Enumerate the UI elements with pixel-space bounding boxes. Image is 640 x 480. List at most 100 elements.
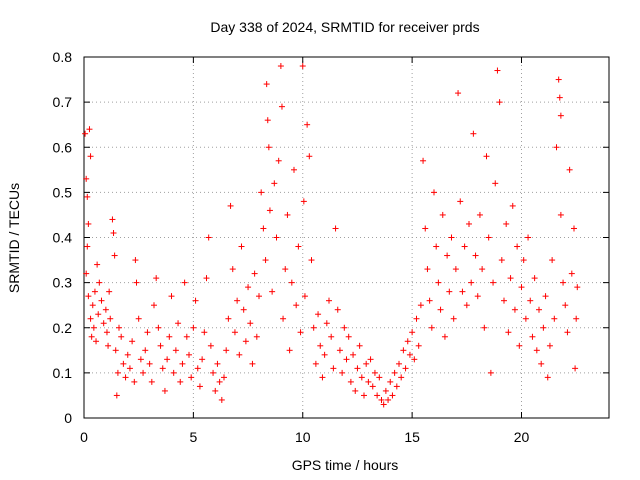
data-point [256,293,262,300]
y-tick-label: 0.6 [53,139,73,155]
data-point [269,288,276,295]
data-point [122,374,129,381]
y-tick-label: 0 [64,410,72,426]
data-point [140,369,147,376]
data-point [457,198,464,205]
data-point [315,311,322,318]
data-point [304,121,311,128]
data-point [365,378,372,385]
data-point [93,338,100,345]
data-point [566,166,573,173]
data-point [240,306,247,313]
data-point [153,275,160,282]
data-point [317,342,324,349]
data-point [102,306,109,313]
data-point [278,103,285,110]
data-point [265,144,272,151]
data-point [135,315,142,322]
data-point [522,315,529,322]
data-point [420,157,427,164]
data-point [288,279,295,286]
data-point [114,369,121,376]
x-tick-label: 5 [189,429,197,445]
data-point [212,387,219,394]
data-point [540,324,547,331]
data-point [321,351,328,358]
data-point [562,302,569,309]
data-point [339,369,346,376]
data-point [389,392,396,399]
data-point [546,342,553,349]
data-point [249,360,256,367]
data-point [181,279,188,286]
data-point [251,270,258,277]
data-point [144,329,151,336]
data-point [551,315,558,322]
data-point [396,360,402,367]
x-tick-label: 20 [514,429,530,445]
y-tick-label: 0.4 [53,230,73,246]
data-point [330,365,337,372]
data-point [433,243,440,250]
data-point [273,234,280,241]
data-point [323,320,330,327]
data-point [358,374,365,381]
data-point [492,180,499,187]
data-point [466,220,472,227]
data-point [505,329,512,336]
data-point [118,333,125,340]
data-point [113,392,120,399]
data-point [527,297,534,304]
data-point [573,315,580,322]
data-point [112,347,119,354]
data-point [487,369,494,376]
data-point [468,279,475,286]
data-point [404,338,411,345]
data-point [126,365,133,372]
x-tick-label: 0 [80,429,88,445]
data-point [514,243,521,250]
data-point [161,387,168,394]
data-point [271,180,278,187]
data-point [186,351,192,358]
data-point [343,356,350,363]
data-point [393,383,400,390]
y-tick-label: 0.2 [53,320,73,336]
data-point [105,342,112,349]
data-point [132,257,139,264]
data-point [258,189,265,196]
data-point [148,378,155,385]
data-point [382,387,389,394]
data-point [520,257,527,264]
data-point [533,347,540,354]
data-point [312,360,319,367]
data-point [472,252,479,259]
data-point [306,153,313,160]
data-points [82,63,581,408]
data-point [183,333,190,340]
data-point [560,279,567,286]
data-point [536,306,542,313]
data-point [84,243,91,250]
y-tick-label: 0.7 [53,94,73,110]
data-point [310,324,317,331]
data-point [227,202,234,209]
y-tick-label: 0.5 [53,184,73,200]
data-point [218,396,225,403]
data-point [385,396,392,403]
data-point [221,374,227,381]
data-point [363,360,370,367]
data-point [266,207,273,214]
data-point [216,378,223,385]
data-point [332,225,339,232]
data-point [496,99,503,106]
data-point [485,234,492,241]
data-point [511,306,518,313]
data-point [525,234,532,241]
data-point [463,302,470,309]
data-point [168,293,175,300]
data-point [553,144,560,151]
data-point [428,324,435,331]
data-point [345,333,352,340]
data-point [166,333,173,340]
